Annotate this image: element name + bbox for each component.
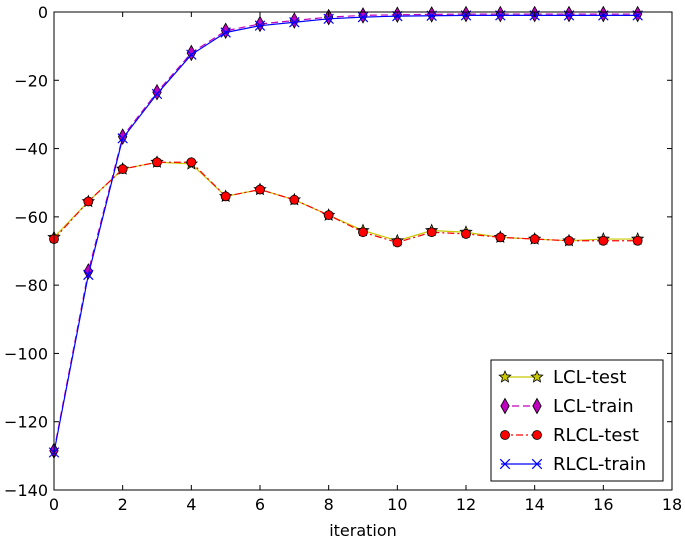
data-point-rlcl-train [186,49,197,60]
y-tick-label: −120 [4,413,48,432]
data-point-rlcl-test [220,191,231,202]
data-point-rlcl-train [151,88,163,100]
legend-marker-lcl-test [498,369,512,383]
data-point-rlcl-test [495,232,506,243]
y-tick-label: −20 [14,71,48,90]
data-point-rlcl-train-stroke [289,17,300,28]
legend-box [490,359,664,482]
y-tick-label: −40 [14,140,48,159]
y-tick-label: −60 [14,208,48,227]
legend-marker-rlcl-train [531,458,543,470]
data-point-rlcl-train-stroke [254,20,266,31]
legend-marker-lcl-train [532,397,542,415]
data-point-rlcl-train [323,13,334,25]
data-point-rlcl-test [289,194,300,205]
data-point-lcl-train [633,5,643,23]
legend-label-rlcl-test: RLCL-test [553,425,639,446]
data-point-rlcl-test [255,184,265,195]
data-point-rlcl-test [461,229,471,239]
data-point-rlcl-test [117,164,128,174]
data-point-rlcl-train-stroke [83,269,94,281]
legend-marker-rlcl-test [532,430,542,440]
y-tick-label: 0 [38,3,48,22]
x-tick-label: 16 [593,495,613,514]
x-tick-label: 0 [49,495,59,514]
data-point-rlcl-train-stroke [357,11,369,23]
legend-marker-rlcl-train-stroke [531,458,543,470]
data-point-rlcl-test [632,235,643,246]
data-point-rlcl-train [254,20,266,31]
data-point-rlcl-train-stroke [220,27,231,38]
series-line-rlcl-train [53,14,638,453]
data-point-rlcl-train [426,10,437,21]
legend-marker-rlcl-test [500,430,510,440]
series-rlcl-train [48,10,643,458]
series-lcl-test [47,155,645,247]
legend-marker-rlcl-train [499,458,511,470]
data-point-rlcl-train-stroke [186,49,197,60]
data-point-rlcl-test [358,227,368,238]
legend-label-lcl-train: LCL-train [553,396,634,417]
data-point-lcl-train [564,5,574,23]
legend-marker-lcl-test [530,369,544,383]
data-point-rlcl-test [529,234,540,244]
legend-label-rlcl-train: RLCL-train [553,454,646,475]
data-point-rlcl-test [392,237,403,248]
plot-frame [53,11,673,491]
data-point-rlcl-train [117,133,128,144]
series-line-lcl-test [53,161,638,242]
data-point-lcl-train [152,83,162,101]
x-tick-label: 2 [118,495,128,514]
data-point-rlcl-train [83,269,94,281]
series-rlcl-test [49,157,643,248]
data-point-rlcl-test [426,227,437,238]
data-point-rlcl-train-stroke [323,13,334,25]
x-tick-label: 4 [186,495,196,514]
x-tick-label: 8 [324,495,334,514]
legend-marker-lcl-train [500,397,510,415]
data-point-rlcl-test [83,196,94,207]
legend-label-lcl-test: LCL-test [553,367,626,388]
data-point-rlcl-train [220,27,231,38]
y-tick-label: −100 [4,344,48,363]
data-point-rlcl-train-stroke [426,10,437,21]
data-point-rlcl-test [323,210,334,221]
x-axis-label: iteration [329,521,397,540]
data-point-lcl-train [427,6,437,23]
data-point-rlcl-test [186,157,197,168]
data-point-rlcl-test [598,235,609,246]
data-point-rlcl-train [289,17,300,28]
legend-marker-rlcl-train-stroke [499,458,511,470]
y-tick-label: −140 [4,481,48,500]
x-tick-label: 12 [456,495,476,514]
series-line-lcl-train [53,13,638,451]
legend: LCL-test LCL-train RLCL-test RLCL-train [490,359,664,482]
ticks-layer: 0 2 4 6 8 10 12 14 16 18 0 −20 −40 −60 −80 −100 −120 −140 [4,3,682,514]
x-tick-label: 18 [662,495,682,514]
x-tick-label: 6 [255,495,265,514]
data-point-rlcl-train-stroke [117,133,128,144]
data-point-rlcl-train [357,11,369,23]
data-point-rlcl-test [152,157,162,168]
data-point-rlcl-train-stroke [151,88,163,100]
y-tick-label: −80 [14,276,48,295]
x-tick-label: 14 [524,495,544,514]
data-point-lcl-train [495,5,505,23]
data-point-rlcl-test [564,235,574,246]
series-line-rlcl-test [53,161,638,244]
x-tick-label: 10 [387,495,407,514]
